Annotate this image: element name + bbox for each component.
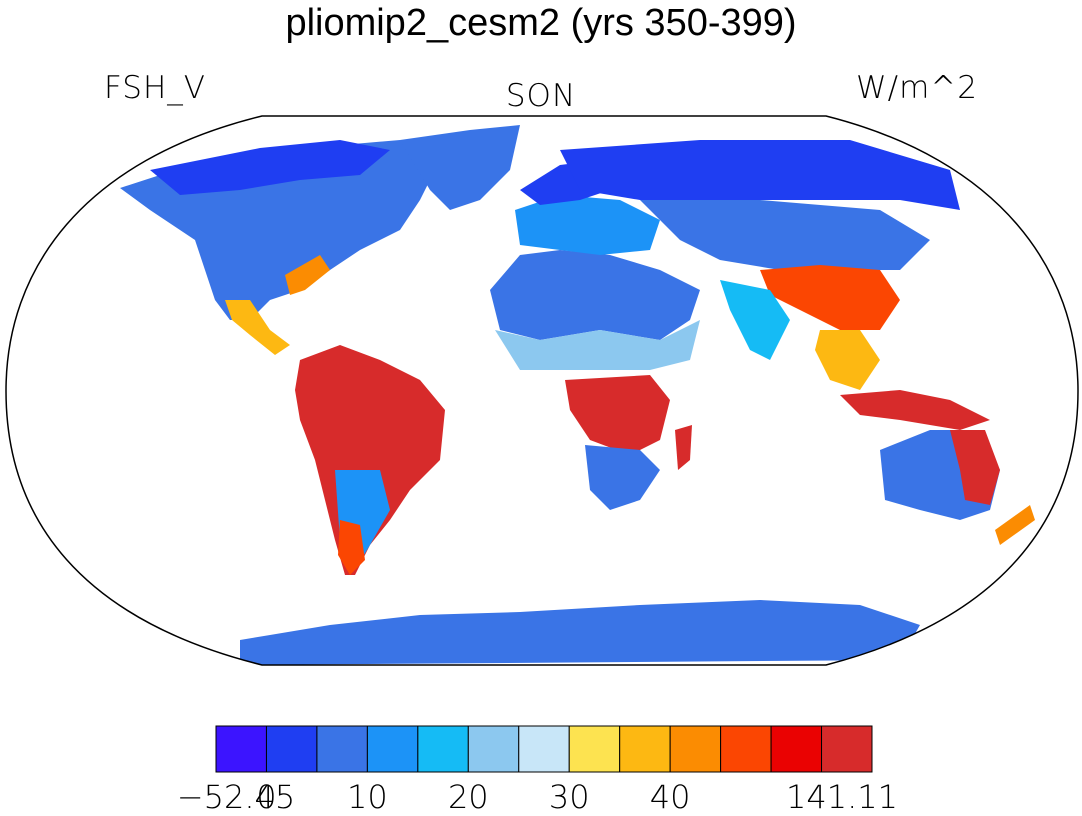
season-label: SON [505,78,577,114]
africa-sahel [495,320,700,370]
siberia-region [560,140,960,210]
colorbar-swatch [467,725,520,773]
mexico-region [225,300,290,355]
greenland [400,125,520,210]
colorbar-tick-label: 141.11 [786,778,898,816]
variable-label: FSH_V [104,70,206,106]
colorbar-swatch [265,725,318,773]
se-asia-region [815,330,880,390]
antarctica-region [240,600,920,665]
north-america-north [150,140,390,195]
us-southeast-warm [285,255,330,295]
africa-south [585,445,660,510]
colorbar-swatch [720,725,772,773]
plot-title: pliomip2_cesm2 (yrs 350-399) [285,2,797,44]
colorbar-tick-label: −52.45 [176,778,296,816]
colorbar-swatch [669,725,722,773]
europe-region [515,195,660,255]
new-zealand [995,505,1035,545]
colorbar-swatch [215,725,267,773]
colorbar-swatch [770,725,823,773]
africa-central [565,375,670,455]
colorbar-swatch [366,725,419,773]
africa-north [490,250,700,340]
colorbar-swatch [821,725,873,773]
central-asia-region [640,200,930,270]
colorbar-swatch [619,725,671,773]
colorbar-tick-label: 10 [347,778,388,816]
colorbar-swatch [568,725,621,773]
australia-east-warm [950,430,1000,505]
colorbar-swatch [518,725,570,773]
colorbar-tick-label: 0 [256,778,277,816]
india-region [720,280,790,360]
madagascar [675,425,692,470]
colorbar-tick-label: 30 [548,778,590,816]
patagonia-warm [338,520,365,575]
units-label: W/m^2 [856,70,978,106]
globe-outline [5,115,1079,666]
colorbar-swatch [316,725,368,773]
south-america-region [295,345,445,575]
land-fields [120,125,1035,665]
china-warm-region [760,265,900,330]
colorbar-swatch [417,725,469,773]
colorbar-tick-label: 40 [649,778,691,816]
colorbar-tick-label: 20 [447,778,489,816]
indonesia-region [840,390,990,430]
